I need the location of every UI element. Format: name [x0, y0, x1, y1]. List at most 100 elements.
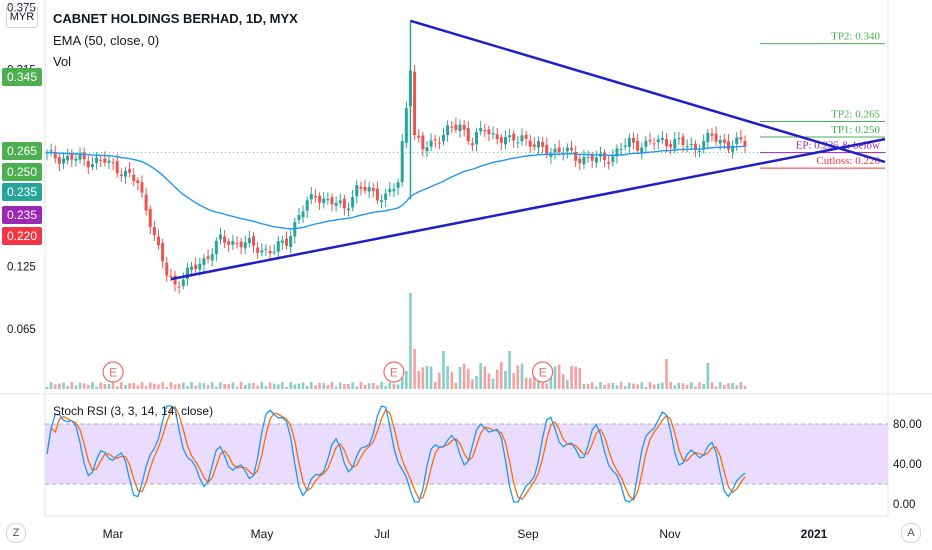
candle	[495, 127, 499, 145]
candle-body	[239, 241, 243, 248]
volume-bar	[685, 384, 689, 389]
price-badge-label: 0.345	[7, 70, 37, 84]
candle-body	[553, 148, 557, 153]
volume-bar	[297, 383, 301, 389]
candle	[702, 134, 706, 154]
candle	[326, 192, 330, 205]
candle	[218, 227, 222, 245]
candle	[111, 157, 115, 171]
volume-bar	[533, 368, 536, 389]
earnings-marker	[102, 361, 124, 383]
candle	[731, 140, 735, 159]
candle-body	[45, 152, 49, 154]
volume-bar	[446, 366, 449, 389]
timezone-button[interactable]: Z	[6, 523, 26, 543]
candle-body	[53, 152, 57, 159]
candle	[660, 130, 664, 144]
candle	[82, 147, 86, 167]
ema-legend[interactable]: EMA (50, close, 0)	[53, 33, 160, 48]
candle-body	[165, 262, 169, 276]
candle	[743, 135, 747, 153]
candle	[458, 119, 462, 138]
currency-label[interactable]: MYR	[6, 6, 38, 28]
volume-legend[interactable]: Vol	[53, 54, 72, 69]
candle	[652, 137, 656, 151]
candle-body	[103, 158, 107, 163]
candle	[380, 194, 384, 209]
candle-body	[681, 136, 685, 145]
volume-bar	[202, 383, 206, 389]
candle	[202, 253, 206, 272]
candle-body	[181, 279, 185, 287]
candle-body	[516, 142, 520, 144]
candle-body	[247, 238, 251, 244]
volume-bar	[380, 382, 383, 389]
candle-body	[689, 144, 693, 146]
volume-bar	[120, 382, 123, 389]
earnings-marker-label: E	[390, 366, 398, 380]
candle	[338, 193, 342, 208]
stoch-rsi-legend[interactable]: Stoch RSI (3, 3, 14, 14, close)	[53, 404, 214, 418]
volume-bar	[615, 385, 619, 389]
upper-trendline	[410, 19, 886, 164]
candle	[578, 154, 582, 171]
level-label: TP1: 0.250	[831, 124, 880, 136]
candle	[330, 193, 334, 212]
volume-bar	[45, 387, 49, 389]
candle-body	[722, 139, 726, 143]
candle	[446, 120, 450, 142]
candle-body	[119, 174, 123, 176]
candle	[735, 132, 739, 151]
candle	[392, 183, 396, 198]
candle	[685, 139, 689, 153]
candle	[185, 262, 189, 286]
volume-bar	[107, 383, 111, 389]
candle-body	[260, 250, 264, 253]
volume-bar	[148, 382, 152, 389]
volume-bar	[735, 385, 739, 389]
candle	[450, 121, 454, 134]
candle-body	[330, 196, 334, 205]
auto-scale-button[interactable]: A	[901, 523, 921, 543]
candle-body	[483, 129, 487, 132]
candle-body	[475, 132, 479, 145]
candle	[454, 117, 458, 134]
volume-bar	[314, 385, 317, 389]
volume-bar	[136, 385, 140, 389]
volume-bar	[566, 380, 569, 389]
candle	[140, 175, 144, 198]
volume-bar	[62, 382, 65, 389]
volume-bar	[285, 386, 288, 389]
candle-body	[318, 195, 322, 203]
volume-bar	[545, 383, 549, 389]
volume-bar	[115, 386, 119, 389]
price-badge	[2, 163, 42, 181]
candle-body	[644, 140, 648, 147]
candle-body	[437, 142, 441, 144]
candle-body	[702, 141, 706, 150]
candle-body	[652, 143, 656, 145]
candle	[351, 189, 355, 212]
volume-bar	[293, 384, 297, 389]
volume-bar	[95, 386, 98, 389]
volume-bar	[421, 367, 425, 389]
candle-body	[227, 241, 231, 245]
candle	[99, 154, 103, 167]
stoch-tick-label: 40.00	[893, 459, 922, 471]
candle	[644, 135, 648, 154]
candle-body	[322, 198, 326, 204]
volume-bar	[330, 382, 334, 389]
candle	[648, 132, 652, 145]
candle	[669, 140, 673, 155]
candle-body	[669, 144, 673, 148]
candle-body	[582, 156, 586, 165]
candle	[309, 187, 313, 205]
candle-body	[677, 138, 681, 140]
candle-body	[363, 186, 367, 191]
candle-body	[512, 133, 516, 141]
candle	[194, 257, 198, 273]
price-badge	[2, 68, 42, 86]
candle-body	[532, 144, 536, 147]
candle	[499, 133, 503, 151]
